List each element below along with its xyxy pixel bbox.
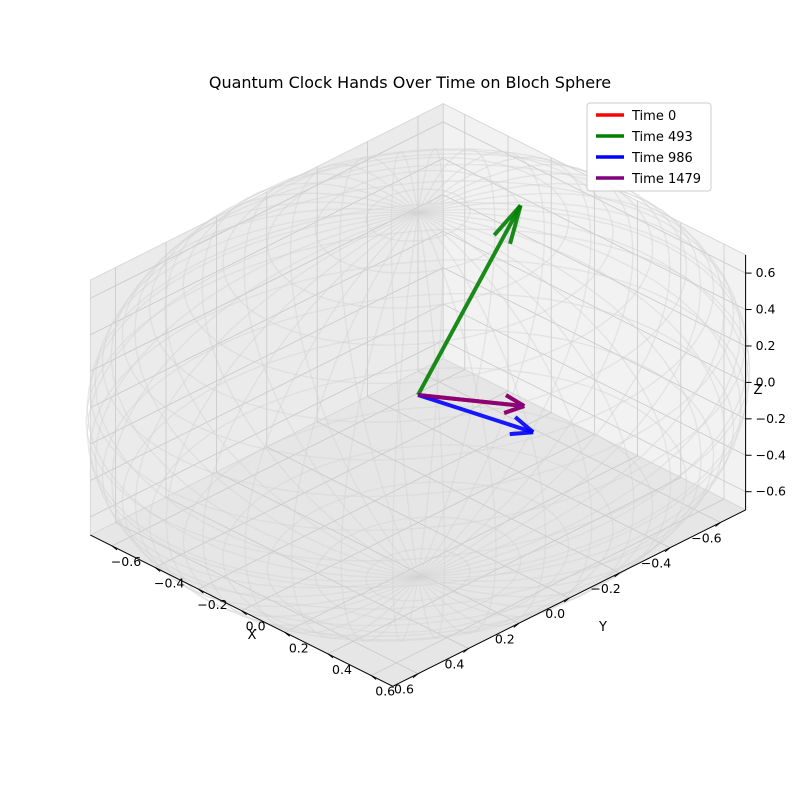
y-tick-label: −0.6: [111, 554, 141, 569]
vector-head-2: [513, 415, 535, 434]
x-tick-label: 0.2: [495, 631, 515, 646]
axes-ticks: −0.6 −0.4 −0.2 0.0 0.2 0.4 0.6 −0.6 −0.4 −0.2 0.0 0…: [90, 254, 786, 699]
vector-head-1: [492, 204, 523, 237]
sphere-parallel: [266, 481, 570, 634]
grid-line: [443, 194, 746, 347]
sphere-parallel: [89, 258, 747, 589]
y-axis-label: Y: [598, 620, 607, 635]
x-tick-label: 0.4: [444, 657, 464, 672]
tick-mark: [463, 648, 469, 653]
legend-label-1: Time 493: [631, 130, 693, 145]
vector-shaft-2: [417, 393, 534, 435]
legend-frame: [586, 102, 712, 192]
grid-line: [90, 121, 444, 299]
legend-label-0: Time 0: [631, 109, 676, 124]
sphere-parallel: [314, 169, 522, 274]
sphere-parallel: [121, 163, 715, 461]
sphere-parallel: [314, 516, 522, 621]
grid-line: [216, 471, 519, 624]
z-axis-label: Z: [754, 383, 763, 398]
tick-mark: [284, 631, 291, 637]
y-tick-label: 0.0: [246, 619, 266, 634]
z-tick-label: 0.4: [756, 302, 776, 317]
tick-mark: [241, 610, 247, 616]
tick-mark: [154, 567, 161, 572]
tick-mark: [198, 588, 204, 594]
x-tick-label: −0.4: [641, 556, 671, 571]
z-tick-label: −0.2: [756, 411, 786, 426]
sphere-parallel: [266, 156, 570, 309]
tick-mark: [327, 653, 334, 659]
x-tick-label: −0.6: [691, 531, 721, 546]
x-axis-label: X: [248, 628, 257, 643]
chart-title: Quantum Clock Hands Over Time on Bloch S…: [209, 73, 611, 92]
sphere-parallel: [365, 548, 471, 602]
tick-mark: [513, 622, 520, 628]
legend-label-2: Time 986: [631, 151, 693, 166]
legend-label-3: Time 1479: [631, 172, 701, 187]
sphere-parallel: [101, 180, 735, 498]
y-tick-label: 0.4: [332, 662, 352, 677]
z-tick-label: 0.6: [756, 265, 776, 280]
tick-mark: [412, 673, 419, 679]
clock-hand-vectors: [416, 204, 535, 437]
grid-line: [327, 477, 681, 655]
tick-mark: [664, 547, 671, 553]
y-tick-label: −0.2: [197, 597, 227, 612]
z-tick-label: −0.4: [756, 447, 786, 462]
vector-head-3: [503, 404, 525, 415]
vector-head-2: [509, 430, 534, 437]
legend: Time 0 Time 493 Time 986 Time 1479: [586, 102, 712, 192]
x-tick-label: 0.6: [394, 682, 414, 697]
sphere-parallel: [222, 149, 614, 346]
y-tick-label: 0.2: [289, 640, 309, 655]
x-tick-label: 0.0: [545, 606, 565, 621]
sphere-parallel: [182, 405, 654, 642]
vector-head-1: [508, 204, 523, 245]
z-tick-label: −0.6: [756, 484, 786, 499]
vector-shaft-3: [417, 393, 525, 409]
sphere-parallel: [121, 329, 715, 627]
tick-mark: [715, 522, 721, 527]
tick-mark: [563, 597, 570, 603]
z-tick-label: 0.2: [756, 338, 776, 353]
grid-line: [115, 522, 419, 675]
sphere-parallel: [148, 367, 688, 637]
z-tick-label: 0.0: [756, 374, 776, 389]
x-tick-label: −0.2: [590, 581, 620, 596]
vector-head-3: [504, 393, 526, 408]
y-tick-label: 0.6: [375, 684, 395, 699]
grid-line: [241, 433, 595, 612]
sphere-parallel: [101, 292, 735, 610]
tick-mark: [111, 545, 118, 551]
vector-shaft-1: [416, 204, 523, 396]
sphere-meridian: [134, 182, 702, 608]
y-tick-label: −0.4: [154, 576, 184, 591]
sphere-parallel: [85, 228, 751, 562]
tick-mark: [370, 675, 377, 680]
sphere-parallel: [89, 201, 747, 532]
tick-mark: [614, 572, 620, 578]
sphere-parallel: [222, 444, 614, 641]
bloch-sphere-wireframe: [85, 148, 751, 642]
